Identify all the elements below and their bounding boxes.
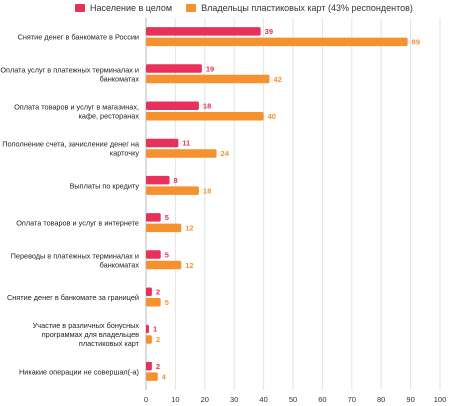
category-label-line: Снятие денег в банкомате за границей	[7, 293, 139, 302]
data-label: 2	[156, 362, 160, 371]
chart-legend: Население в целом Владельцы пластиковых …	[75, 3, 413, 13]
category-label: Переводы в платежных терминалах и банкома…	[11, 251, 140, 269]
x-tick-label: 50	[289, 395, 297, 404]
bar-population[interactable]	[146, 138, 179, 148]
x-tick-label: 100	[434, 395, 447, 404]
bar-population[interactable]	[146, 175, 170, 185]
category-label: Пополнение счета, зачисление денег на кар…	[2, 140, 140, 158]
category-label: Выплаты по кредиту	[70, 181, 140, 190]
legend-item-card-owners[interactable]: Владельцы пластиковых карт (43% респонде…	[186, 3, 413, 13]
x-tick-label: 40	[259, 395, 267, 404]
bar-card-owners[interactable]	[146, 372, 158, 381]
bar-population[interactable]	[146, 287, 152, 297]
category-label-line: Пополнение счета, зачисление денег на	[2, 140, 140, 149]
bar-card-owners[interactable]	[146, 74, 270, 84]
category-label-line: банкоматах	[100, 260, 140, 269]
category-label-line: Снятие денег в банкомате в России	[18, 33, 139, 42]
category-label: Снятие денег в банкомате в России	[18, 33, 139, 42]
data-label: 12	[185, 224, 193, 233]
bar-card-owners[interactable]	[146, 37, 408, 47]
bar-population[interactable]	[146, 27, 261, 36]
bar-card-owners[interactable]	[146, 260, 182, 270]
data-label: 2	[156, 288, 160, 297]
x-tick-label: 60	[318, 395, 326, 404]
category-label: Оплата товаров и услуг в магазинах, кафе,…	[14, 103, 139, 121]
data-label: 42	[273, 75, 281, 84]
category-labels: Снятие денег в банкомате в России Оплата …	[0, 33, 140, 377]
data-label: 4	[162, 372, 167, 381]
legend-item-population[interactable]: Население в целом	[75, 3, 172, 13]
data-label: 5	[165, 213, 169, 222]
x-tick-label: 80	[377, 395, 385, 404]
x-tick-label: 70	[348, 395, 356, 404]
category-label: Снятие денег в банкомате за границей	[7, 293, 139, 302]
data-label: 19	[206, 64, 214, 73]
category-label-line: Никакие операции не совершал(-а)	[19, 367, 139, 376]
bar-population[interactable]	[146, 213, 161, 222]
data-label: 39	[265, 27, 273, 36]
data-label: 89	[412, 38, 420, 47]
bar-population[interactable]	[146, 64, 202, 73]
data-label: 11	[182, 139, 190, 148]
bar-population[interactable]	[146, 101, 199, 111]
bar-card-owners[interactable]	[146, 112, 264, 121]
category-label: Никакие операции не совершал(-а)	[19, 367, 139, 376]
data-label: 18	[203, 102, 211, 111]
data-label: 12	[185, 261, 193, 270]
x-axis-ticks: 0 10 20 30 40 50 60 70 80 90 100	[144, 395, 446, 404]
bar-population[interactable]	[146, 250, 161, 259]
data-label: 1	[153, 325, 157, 334]
bar-card-owners[interactable]	[146, 149, 217, 158]
x-tick-label: 10	[171, 395, 179, 404]
bar-card-owners[interactable]	[146, 186, 199, 195]
bar-population[interactable]	[146, 361, 152, 371]
category-label-line: Оплата товаров и услуг в интернете	[16, 219, 139, 228]
data-label: 5	[165, 298, 169, 307]
bar-population[interactable]	[146, 324, 149, 334]
legend-swatch-population	[75, 4, 85, 12]
data-label: 24	[221, 149, 230, 158]
data-label: 8	[174, 176, 178, 185]
bar-card-owners[interactable]	[146, 298, 161, 307]
data-label: 2	[156, 335, 160, 344]
data-label: 5	[165, 250, 169, 259]
category-label-line: банкоматах	[100, 74, 140, 83]
legend-label-population: Население в целом	[90, 3, 173, 13]
category-label-line: Участие в различных бонусных	[33, 321, 140, 330]
category-label: Оплата товаров и услуг в интернете	[16, 219, 139, 228]
x-tick-label: 30	[230, 395, 238, 404]
category-label-line: карточку	[110, 149, 140, 158]
bar-card-owners[interactable]	[146, 223, 182, 233]
category-label-line: Оплата товаров и услуг в магазинах,	[14, 103, 139, 112]
grid-lines	[145, 18, 441, 390]
data-label: 40	[268, 112, 276, 121]
legend-label-card-owners: Владельцы пластиковых карт (43% респонде…	[201, 3, 413, 13]
legend-swatch-card-owners	[186, 4, 197, 12]
category-label-line: программах для владельцев	[42, 330, 139, 339]
category-label-line: Оплата услуг в платежных терминалах и	[0, 65, 139, 74]
category-label-line: кафе, ресторанах	[79, 112, 140, 121]
data-label: 18	[203, 186, 211, 195]
bar-card-owners[interactable]	[146, 335, 152, 344]
category-label: Оплата услуг в платежных терминалах и бан…	[0, 65, 139, 83]
x-tick-label: 0	[144, 395, 148, 404]
category-label-line: пластиковых карт	[79, 339, 140, 348]
x-tick-label: 20	[201, 395, 209, 404]
x-tick-label: 90	[406, 395, 414, 404]
category-label: Участие в различных бонусных программах д…	[33, 321, 140, 348]
category-label-line: Переводы в платежных терминалах и	[11, 251, 139, 260]
category-label-line: Выплаты по кредиту	[70, 181, 140, 190]
